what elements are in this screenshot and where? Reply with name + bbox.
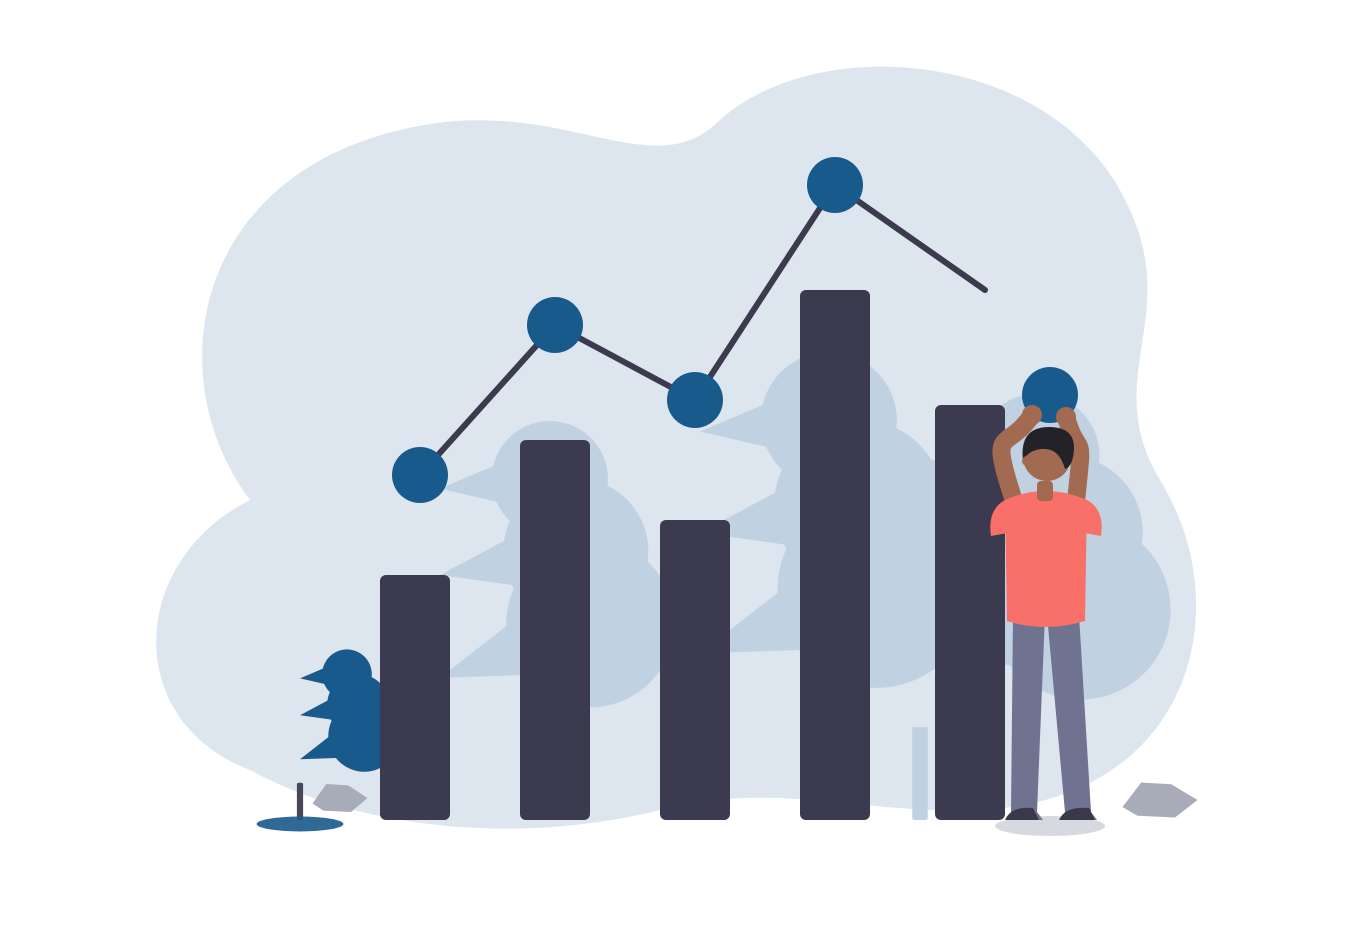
illustration-canvas (0, 0, 1354, 944)
growth-chart-illustration (0, 0, 1354, 944)
bar-5 (935, 405, 1005, 820)
bar-2 (520, 440, 590, 820)
trend-marker-1 (392, 447, 448, 503)
trend-marker-4 (807, 157, 863, 213)
trend-marker-3 (667, 372, 723, 428)
bar-4 (800, 290, 870, 820)
trend-marker-2 (527, 297, 583, 353)
bar-1 (380, 575, 450, 820)
bar-3 (660, 520, 730, 820)
